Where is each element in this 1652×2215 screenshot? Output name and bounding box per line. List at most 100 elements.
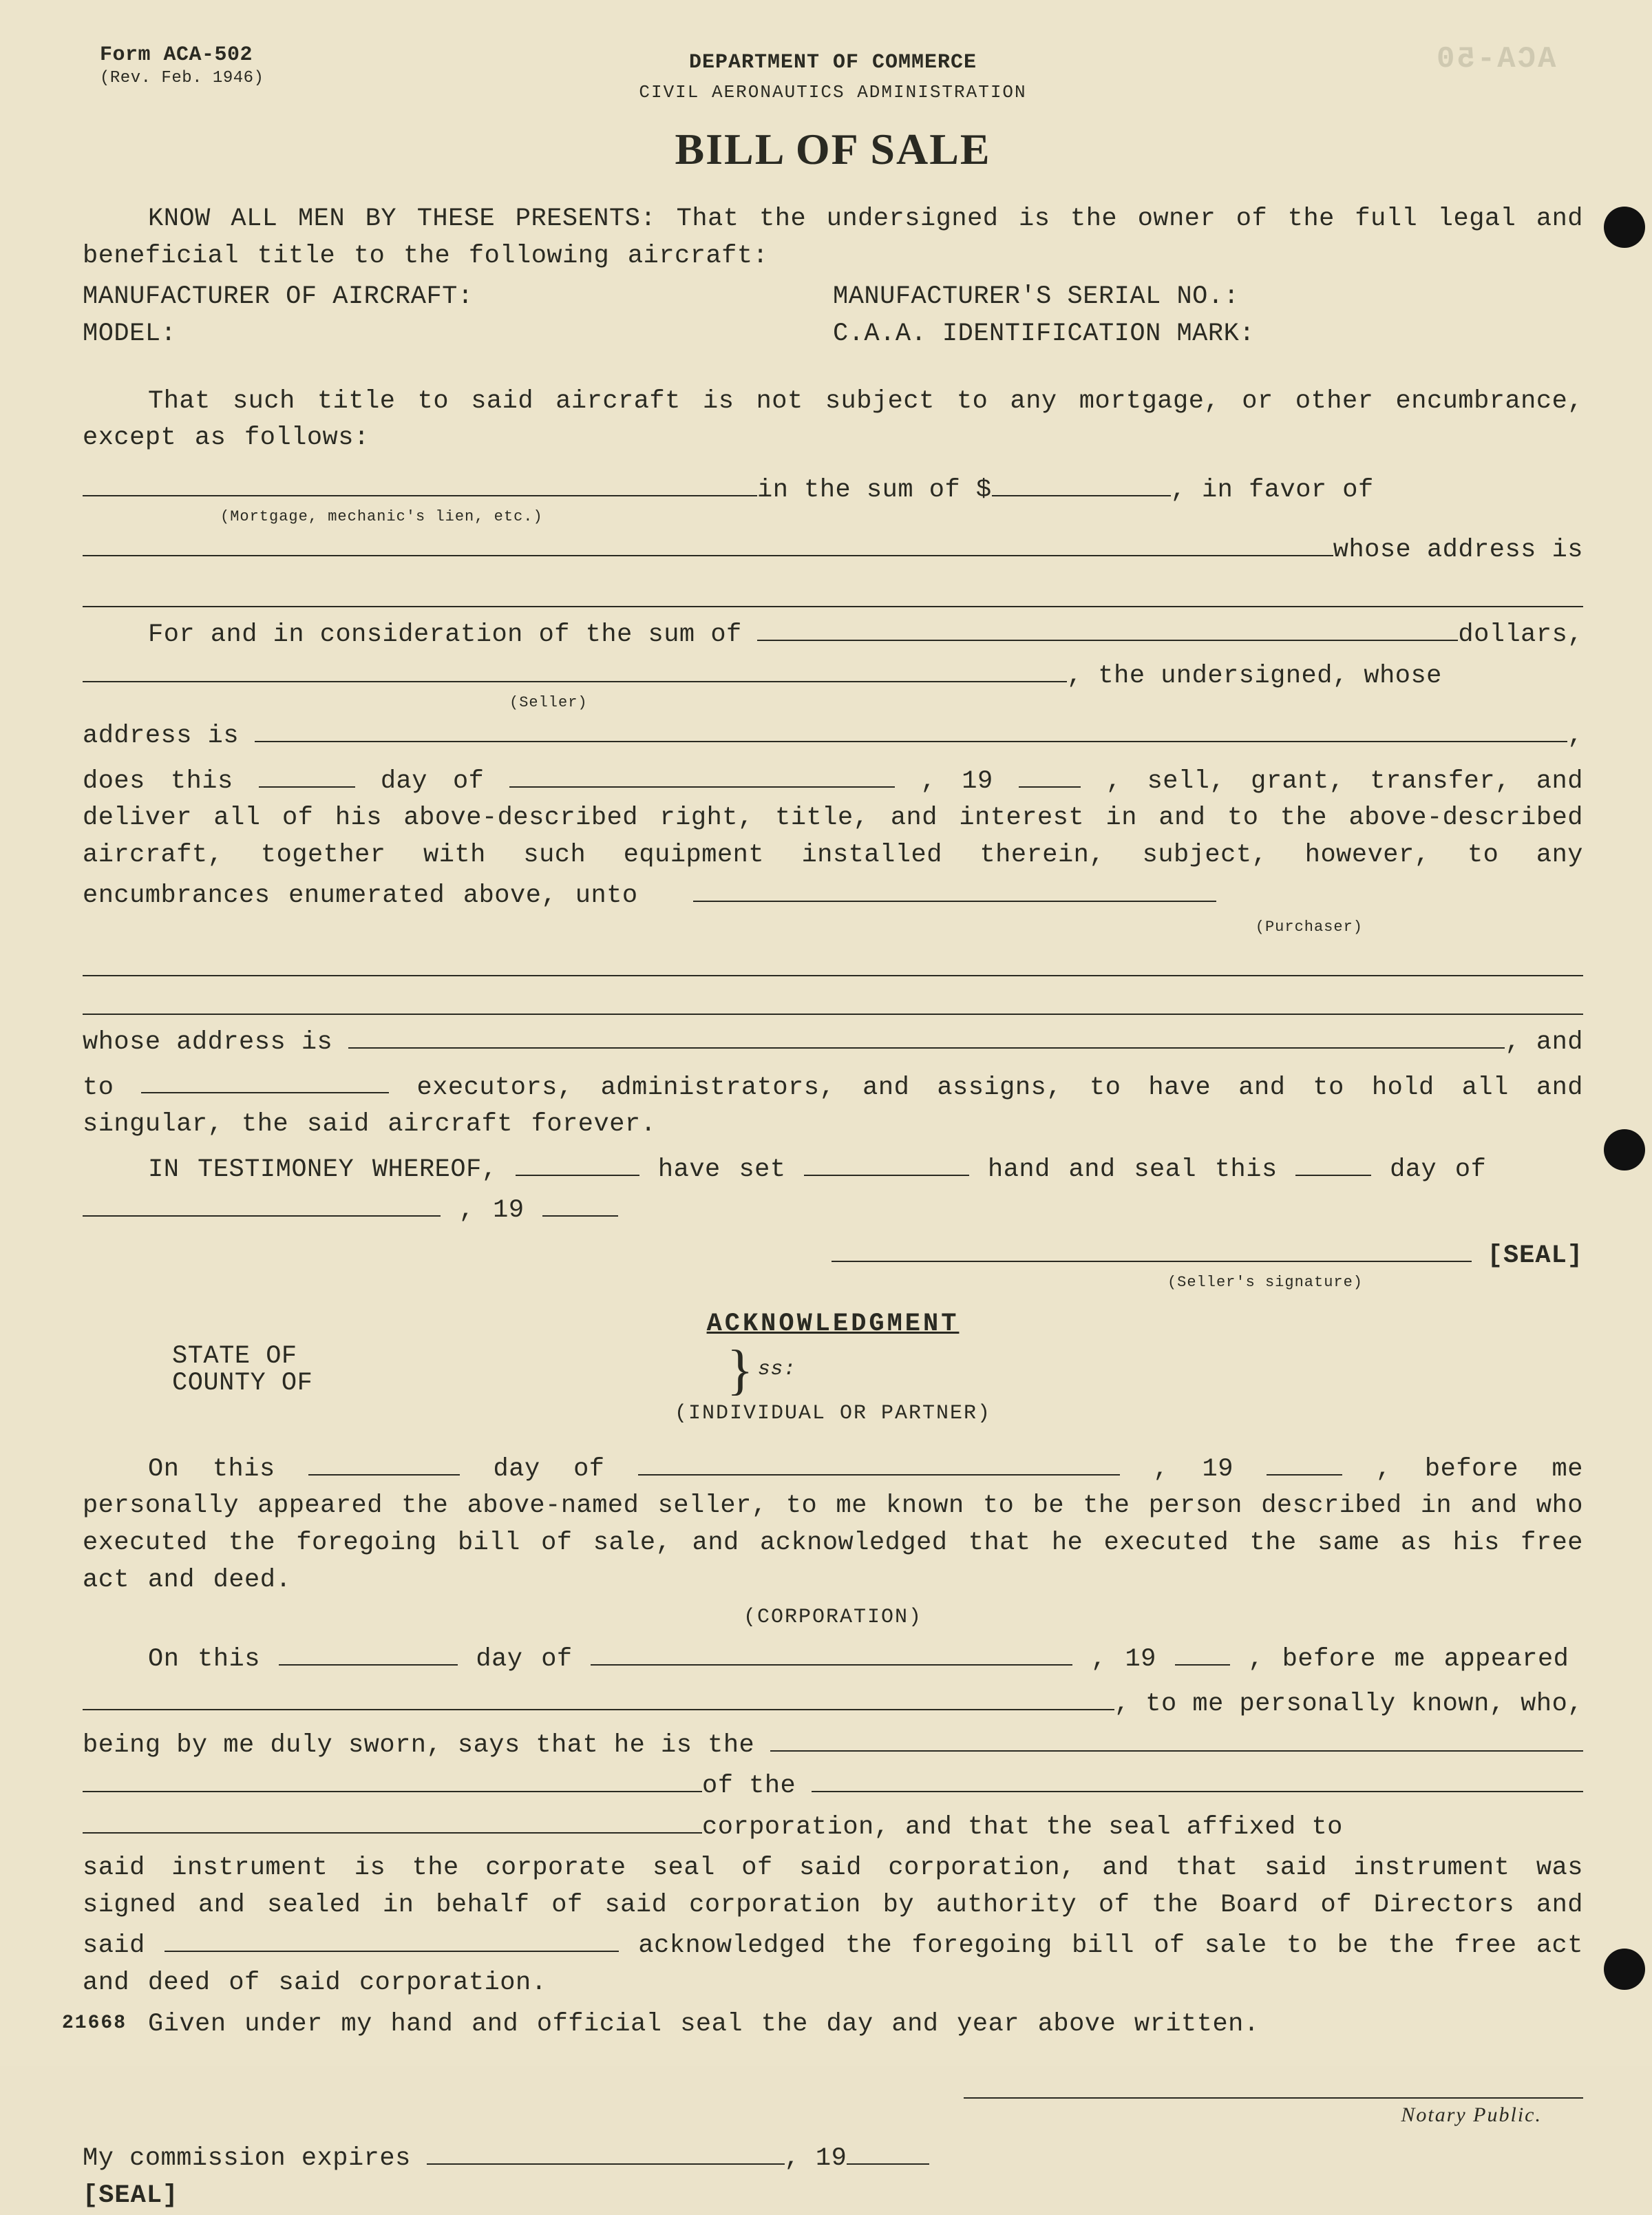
year-blank-2[interactable] xyxy=(542,1188,618,1217)
and-text: , and xyxy=(1505,1025,1583,1062)
serial-label: MANUFACTURER'S SERIAL NO.: xyxy=(833,279,1583,316)
given-under-hand: Given under my hand and official seal th… xyxy=(83,2006,1583,2044)
executors-paragraph: to executors, administrators, and assign… xyxy=(83,1066,1583,1144)
in-favor-text: , in favor of xyxy=(1171,472,1374,510)
seller-caption: (Seller) xyxy=(83,692,1583,714)
month-blank-2[interactable] xyxy=(83,1188,441,1217)
state-county-block: STATE OF COUNTY OF } ss: xyxy=(172,1343,1583,1397)
favor-of-line: whose address is xyxy=(83,528,1583,569)
corp-year-blank[interactable] xyxy=(1175,1637,1230,1666)
mortgage-blank[interactable] xyxy=(83,468,757,496)
commission-date-blank[interactable] xyxy=(427,2137,785,2165)
testimony-paragraph: IN TESTIMONEY WHEREOF, have set hand and… xyxy=(83,1148,1583,1230)
pronoun2-blank[interactable] xyxy=(804,1148,969,1176)
individual-heading: (INDIVIDUAL OR PARTNER) xyxy=(83,1399,1583,1429)
hand-seal-text: hand and seal this xyxy=(988,1155,1295,1184)
day-of-text: day of xyxy=(381,767,510,796)
purchaser-line-3[interactable] xyxy=(83,976,1583,1015)
pronoun-blank[interactable] xyxy=(516,1148,639,1176)
form-footer-number: 21668 xyxy=(62,2010,127,2038)
year-19-text: , 19 xyxy=(921,767,993,796)
form-code-block: Form ACA-502 (Rev. Feb. 1946) xyxy=(100,45,264,88)
seal-label-2: [SEAL] xyxy=(83,2178,1583,2215)
sum-amount-blank[interactable] xyxy=(992,468,1171,496)
corp-ofthe-row: of the xyxy=(83,1764,1583,1805)
purchaser-blank[interactable] xyxy=(693,874,1216,902)
corp-day-blank[interactable] xyxy=(279,1637,458,1666)
encumbrance-intro: That such title to said aircraft is not … xyxy=(83,384,1583,457)
corp-seal-affixed: corporation, and that the seal affixed t… xyxy=(702,1809,1343,1847)
whose-address-2: whose address is xyxy=(83,1025,332,1062)
seal-label-1: [SEAL] xyxy=(1487,1238,1583,1275)
in-sum-text: in the sum of $ xyxy=(757,472,992,510)
corp-said-blank[interactable] xyxy=(165,1924,619,1952)
undersigned-text: , the undersigned, whose xyxy=(1067,658,1442,695)
corp-body-paragraph: said instrument is the corporate seal of… xyxy=(83,1850,1583,2002)
year-blank-1[interactable] xyxy=(1019,759,1081,788)
day-blank-1[interactable] xyxy=(259,759,355,788)
corp-name-blank[interactable] xyxy=(83,1805,702,1834)
corp-ofthe: of the xyxy=(702,1768,796,1805)
county-of-label: COUNTY OF xyxy=(172,1370,365,1397)
aircraft-fields-row-1: MANUFACTURER OF AIRCRAFT: MANUFACTURER'S… xyxy=(83,279,1583,316)
seller-signature-caption: (Seller's signature) xyxy=(83,1272,1583,1294)
to-text: to xyxy=(83,1073,114,1102)
corp-person-blank[interactable] xyxy=(83,1682,1114,1710)
consideration-amount-blank[interactable] xyxy=(757,613,1458,641)
seller-address-row: address is , xyxy=(83,714,1583,755)
purchaser-line-2[interactable] xyxy=(83,938,1583,977)
transfer-paragraph: does this day of , 19 , sell, grant, tra… xyxy=(83,759,1583,915)
purchaser-address-row: whose address is , and xyxy=(83,1020,1583,1061)
address-line-blank[interactable] xyxy=(83,569,1583,608)
corp-title-blank[interactable] xyxy=(770,1723,1583,1752)
form-revision: (Rev. Feb. 1946) xyxy=(100,69,264,87)
heirs-blank[interactable] xyxy=(141,1066,389,1094)
indiv-month-blank[interactable] xyxy=(638,1447,1120,1476)
commission-year-blank[interactable] xyxy=(847,2137,929,2165)
indiv-day-blank[interactable] xyxy=(308,1447,460,1476)
mortgage-caption: (Mortgage, mechanic's lien, etc.) xyxy=(83,506,1583,528)
punch-hole xyxy=(1604,207,1645,248)
corp-ofthe-blank2[interactable] xyxy=(812,1764,1583,1792)
address-is-text: address is xyxy=(83,718,239,755)
brace-icon: } xyxy=(723,1356,758,1384)
consideration-row: For and in consideration of the sum of d… xyxy=(83,613,1583,653)
corp-before: , before me appeared xyxy=(1248,1645,1569,1674)
dollars-text: dollars, xyxy=(1458,617,1583,654)
consideration-text: For and in consideration of the sum of xyxy=(83,617,742,654)
month-blank-1[interactable] xyxy=(509,759,895,788)
presents-paragraph: KNOW ALL MEN BY THESE PRESENTS: That the… xyxy=(83,201,1583,275)
seller-address-blank[interactable] xyxy=(255,714,1568,742)
seller-name-row: , the undersigned, whose xyxy=(83,654,1583,695)
administration-line: CIVIL AERONAUTICS ADMINISTRATION xyxy=(83,80,1583,106)
favor-name-blank[interactable] xyxy=(83,528,1333,556)
indiv-19: , 19 xyxy=(1153,1455,1233,1484)
seller-name-blank[interactable] xyxy=(83,654,1067,682)
notary-signature-row xyxy=(83,2070,1583,2099)
purchaser-address-blank[interactable] xyxy=(348,1020,1505,1049)
signature-row: [SEAL] xyxy=(83,1234,1583,1274)
seller-signature-blank[interactable] xyxy=(832,1234,1472,1262)
whose-address-text: whose address is xyxy=(1333,532,1583,569)
ss-label: ss: xyxy=(758,1355,796,1385)
corp-ack-para-1: On this day of , 19 , before me appeared xyxy=(83,1637,1583,1678)
notary-public-label: Notary Public. xyxy=(83,2100,1583,2130)
manufacturer-label: MANUFACTURER OF AIRCRAFT: xyxy=(83,279,833,316)
purchaser-caption: (Purchaser) xyxy=(83,916,1583,938)
department-line: DEPARTMENT OF COMMERCE xyxy=(83,48,1583,78)
day-of-2: day of xyxy=(1390,1155,1486,1184)
encumbrance-line-1: in the sum of $ , in favor of xyxy=(83,468,1583,509)
bleedthrough-text: ACA-50 xyxy=(1434,38,1556,82)
form-code: ACA-502 xyxy=(164,43,253,67)
indiv-year-blank[interactable] xyxy=(1267,1447,1342,1476)
does-this-text: does this xyxy=(83,767,233,796)
corp-corporation-row: corporation, and that the seal affixed t… xyxy=(83,1805,1583,1846)
punch-hole xyxy=(1604,1949,1645,1990)
corp-ofthe-blank1[interactable] xyxy=(83,1764,702,1792)
indiv-dayof: day of xyxy=(494,1455,605,1484)
state-of-label: STATE OF xyxy=(172,1343,365,1370)
day-blank-2[interactable] xyxy=(1295,1148,1371,1176)
corp-month-blank[interactable] xyxy=(591,1637,1072,1666)
notary-signature-blank[interactable] xyxy=(964,2070,1583,2099)
punch-hole xyxy=(1604,1129,1645,1171)
